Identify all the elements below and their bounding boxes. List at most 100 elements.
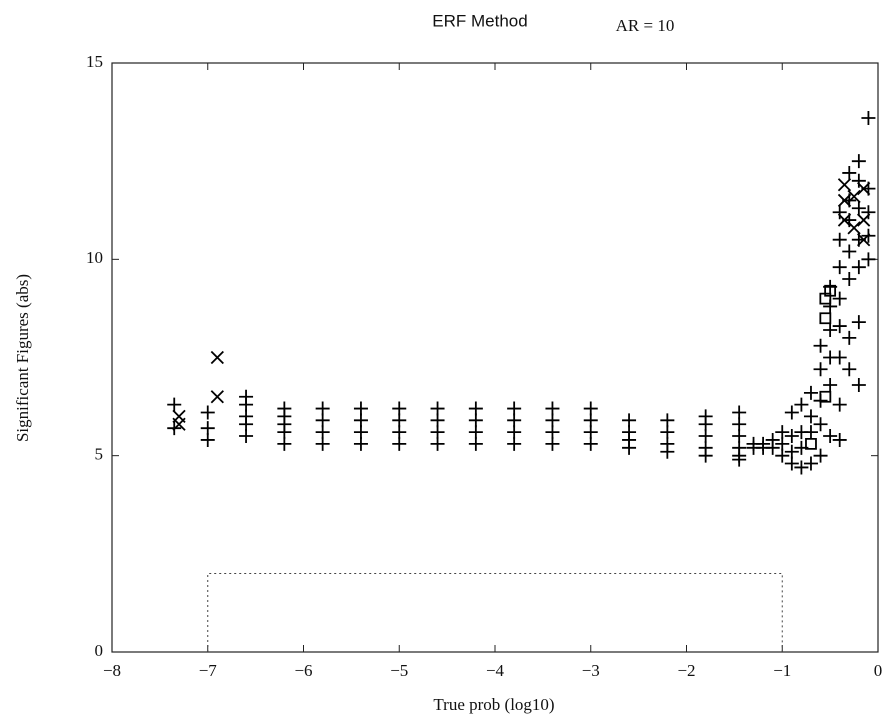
point [775, 448, 790, 463]
point [732, 429, 747, 444]
point [660, 436, 675, 451]
point [832, 432, 847, 447]
plot-frame [111, 62, 879, 653]
point [545, 425, 560, 440]
point [732, 405, 747, 420]
point [622, 413, 637, 428]
point [698, 429, 713, 444]
point [823, 429, 838, 444]
point [847, 221, 861, 235]
point [167, 397, 182, 412]
x-tick-label: −1 [773, 661, 791, 680]
point [832, 319, 847, 334]
point [832, 232, 847, 247]
point [315, 425, 330, 440]
point [507, 436, 522, 451]
point [803, 409, 818, 424]
point [805, 437, 817, 450]
point [732, 440, 747, 455]
point [823, 323, 838, 338]
point [172, 409, 186, 424]
point [277, 436, 292, 451]
y-tick-label: 15 [86, 52, 103, 71]
point [803, 456, 818, 471]
point [861, 205, 876, 220]
point [823, 377, 838, 392]
point [507, 425, 522, 440]
x-tick-label: −5 [390, 661, 408, 680]
point [832, 350, 847, 365]
point [832, 291, 847, 306]
point [622, 425, 637, 440]
point [832, 397, 847, 412]
chart-subtitle: AR = 10 [616, 16, 675, 35]
point [660, 413, 675, 428]
point [861, 110, 876, 125]
point [851, 315, 866, 330]
x-tick-label: 0 [874, 661, 883, 680]
chart-title: ERF Method [432, 11, 527, 30]
point [842, 362, 857, 377]
point [775, 436, 790, 451]
point [468, 436, 483, 451]
point [794, 397, 809, 412]
point [660, 425, 675, 440]
point [819, 390, 832, 403]
point [784, 429, 799, 444]
x-tick-label: −7 [199, 661, 218, 680]
point [239, 429, 254, 444]
point [837, 193, 852, 208]
x-tick-label: −6 [294, 661, 312, 680]
point [851, 377, 866, 392]
point [353, 436, 368, 451]
point [353, 413, 368, 428]
point [353, 401, 368, 416]
point [315, 436, 330, 451]
point [468, 401, 483, 416]
point [784, 456, 799, 471]
y-axis-label: Significant Figures (abs) [13, 274, 32, 442]
point [819, 292, 832, 305]
point [851, 260, 866, 275]
point [583, 436, 598, 451]
point [353, 425, 368, 440]
point [842, 271, 857, 286]
point [857, 233, 871, 247]
point [583, 425, 598, 440]
x-tick-label: −3 [582, 661, 600, 680]
point [545, 401, 560, 416]
point [545, 413, 560, 428]
x-axis-label: True prob (log10) [433, 695, 554, 714]
point [430, 436, 445, 451]
point [698, 440, 713, 455]
point [851, 173, 866, 188]
point [857, 213, 871, 227]
point [430, 401, 445, 416]
point [842, 330, 857, 345]
point [545, 436, 560, 451]
region-box [207, 572, 783, 652]
point [210, 390, 224, 404]
point [200, 405, 215, 420]
point [315, 413, 330, 428]
point [200, 432, 215, 447]
point [803, 425, 818, 440]
point [851, 154, 866, 169]
point [239, 409, 254, 424]
point [430, 413, 445, 428]
point [210, 350, 224, 365]
point [507, 401, 522, 416]
point [784, 444, 799, 459]
x-tick-label: −4 [486, 661, 505, 680]
point [468, 413, 483, 428]
point [430, 425, 445, 440]
point [857, 182, 871, 196]
point [784, 405, 799, 420]
point [819, 312, 832, 325]
point [832, 205, 847, 220]
x-tick-label: −8 [103, 661, 121, 680]
point [813, 448, 828, 463]
point [392, 436, 407, 451]
